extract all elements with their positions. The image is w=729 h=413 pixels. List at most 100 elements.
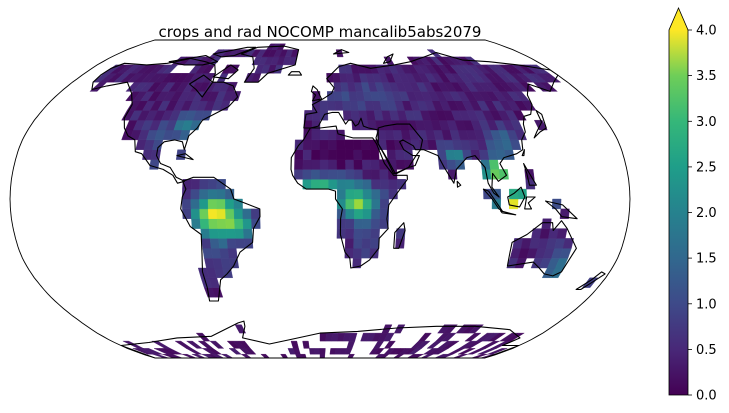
data-cell <box>393 324 406 334</box>
data-cell <box>202 248 213 259</box>
map-title: crops and rad NOCOMP mancalib5abs2079 <box>159 23 482 41</box>
data-cell <box>533 119 548 131</box>
data-cell <box>216 188 226 200</box>
data-cell <box>345 198 355 210</box>
data-cell <box>207 208 218 219</box>
data-cell <box>371 198 381 210</box>
data-cell <box>529 64 550 74</box>
coastline-taiwan <box>521 149 525 157</box>
data-cell <box>186 340 203 349</box>
data-cell <box>345 159 355 170</box>
data-cell <box>202 73 216 83</box>
colorbar-tick-label: 2.0 <box>696 206 717 221</box>
data-cell <box>452 354 468 358</box>
data-cell <box>234 228 245 239</box>
colorbar-tick-label: 0.5 <box>696 343 717 358</box>
data-cell <box>345 179 355 190</box>
data-cell <box>328 139 338 150</box>
data-cell <box>294 169 304 180</box>
data-cell <box>464 332 482 342</box>
data-cell <box>209 340 225 349</box>
data-cell <box>379 198 390 210</box>
data-cell <box>353 169 364 180</box>
data-cell <box>207 188 218 200</box>
coastlines-layer <box>91 45 606 358</box>
data-cell <box>344 149 355 160</box>
data-cell <box>227 248 238 259</box>
data-cell <box>386 149 397 160</box>
colorbar-tick-label: 1.0 <box>696 297 717 312</box>
data-cell <box>406 354 420 358</box>
data-cell <box>243 228 253 239</box>
colorbar-extend-arrow <box>669 8 688 30</box>
data-cell <box>362 228 372 239</box>
data-cell <box>150 149 162 160</box>
data-cell <box>370 169 381 180</box>
data-cell <box>228 257 240 269</box>
data-cell <box>217 228 228 239</box>
coastline-canadian-archipelago-2 <box>212 46 257 58</box>
data-cell <box>488 159 500 170</box>
data-cell <box>225 208 235 219</box>
data-cell <box>354 198 364 210</box>
data-cell <box>341 91 351 102</box>
data-cell <box>353 159 363 170</box>
data-cell <box>446 159 457 170</box>
data-cell <box>383 340 396 349</box>
data-cell <box>319 169 329 180</box>
data-cell <box>345 169 355 180</box>
data-cell <box>354 208 364 219</box>
data-cell <box>388 179 398 190</box>
data-cell <box>302 149 312 160</box>
data-cell <box>508 198 519 210</box>
coastline-hudson-bay-outline <box>188 74 214 98</box>
data-cell <box>319 129 329 141</box>
coastline-java <box>499 210 517 216</box>
data-cell <box>353 228 363 239</box>
data-cell <box>471 354 488 358</box>
data-cell <box>362 208 372 219</box>
data-cell <box>199 179 209 190</box>
coastline-australia <box>506 220 577 277</box>
data-cell <box>358 110 368 121</box>
data-cell <box>226 81 238 92</box>
coastline-arabia-iran-block <box>377 123 424 174</box>
colorbar-ticks: 0.0 0.5 1.0 1.5 2.0 2.5 3.0 3.5 4.0 <box>688 24 717 404</box>
data-cell <box>309 348 316 355</box>
data-cell <box>208 218 218 229</box>
data-cell <box>418 332 432 342</box>
data-cell <box>345 188 355 200</box>
data-cell <box>541 218 552 229</box>
data-cell <box>434 354 449 358</box>
data-cell <box>325 332 333 342</box>
data-cell <box>370 238 380 249</box>
data-cell <box>190 188 200 200</box>
data-cell <box>334 100 344 111</box>
data-cell <box>345 218 355 229</box>
data-cell <box>319 139 329 150</box>
data-cell <box>207 179 218 190</box>
data-cell <box>462 149 473 160</box>
coastline-new-guinea <box>544 200 578 220</box>
coastline-africa <box>290 125 408 269</box>
coastline-iceland <box>287 71 303 76</box>
data-cell <box>294 159 304 170</box>
coastline-baffin-island <box>212 64 239 80</box>
data-cell <box>336 149 346 160</box>
data-cell <box>470 149 481 160</box>
data-cell <box>216 218 227 229</box>
data-cell <box>122 340 144 349</box>
colorbar: 0.0 0.5 1.0 1.5 2.0 2.5 3.0 3.5 4.0 <box>668 6 717 404</box>
data-cell <box>230 91 242 102</box>
data-cell <box>225 228 236 239</box>
data-cell <box>216 179 226 190</box>
data-cell <box>234 324 247 334</box>
data-cell <box>319 179 329 190</box>
data-cell <box>487 348 508 355</box>
data-cell <box>362 188 372 200</box>
data-cell <box>349 100 359 111</box>
data-cell <box>191 354 206 358</box>
data-cell <box>311 169 321 180</box>
map-panel <box>9 39 631 359</box>
data-cell <box>250 208 261 219</box>
